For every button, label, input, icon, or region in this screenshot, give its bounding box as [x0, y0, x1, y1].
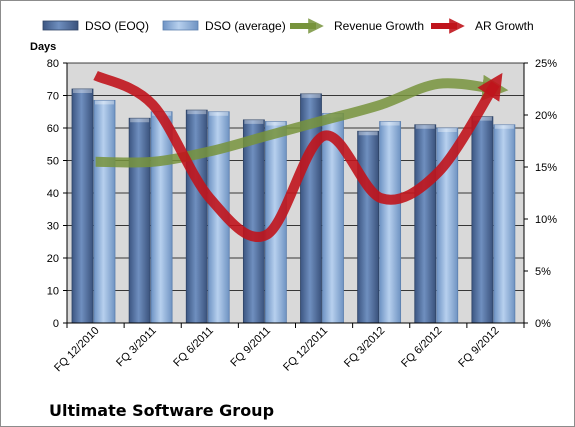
- legend-item: DSO (EOQ): [42, 19, 149, 33]
- y-tick-label: 40: [47, 188, 59, 200]
- bar-dso-average: [93, 99, 116, 324]
- bar-dso-average: [493, 124, 516, 324]
- bar-dso-average: [379, 121, 402, 324]
- bar-dso-eoq: [242, 119, 265, 324]
- bar-dso-eoq: [414, 124, 437, 324]
- y-tick-label: 50: [47, 156, 59, 168]
- legend: DSO (EOQ) DSO (average) Revenue Growth AR G…: [42, 18, 534, 34]
- legend-item: DSO (average): [162, 19, 286, 33]
- bar-dso-eoq: [471, 116, 494, 324]
- chart-title: Ultimate Software Group: [49, 401, 274, 420]
- y-tick-label: 80: [47, 58, 59, 70]
- x-tick-label: FQ 3/2011: [114, 325, 159, 370]
- y-tick-label: 70: [47, 91, 59, 103]
- bar-dso-eoq: [71, 88, 94, 324]
- ar-growth-line: [93, 70, 503, 242]
- bar-dso-eoq: [185, 109, 208, 324]
- bar-dso-eoq: [128, 117, 151, 324]
- y-tick-label: 30: [47, 221, 59, 233]
- legend-item: AR Growth: [431, 18, 534, 34]
- legend-label: AR Growth: [475, 19, 534, 33]
- y2-tick-label: 5%: [535, 266, 551, 278]
- x-tick-label: FQ 6/2011: [171, 325, 216, 370]
- revenue-growth-line: [95, 74, 509, 168]
- y2-tick-label: 10%: [535, 214, 557, 226]
- y-tick-label: 60: [47, 123, 59, 135]
- legend-label: DSO (average): [205, 19, 286, 33]
- y-tick-label: 10: [47, 286, 59, 298]
- bar-dso-eoq: [357, 130, 380, 324]
- y2-tick-label: 20%: [535, 110, 557, 122]
- x-tick-label: FQ 9/2012: [456, 325, 501, 370]
- y2-tick-label: 0%: [535, 318, 551, 330]
- bar-dso-average: [150, 111, 173, 324]
- y-axis-title: Days: [30, 41, 56, 53]
- x-tick-label: FQ 12/2010: [52, 325, 102, 375]
- legend-label: DSO (EOQ): [85, 19, 149, 33]
- legend-swatch: [42, 20, 79, 31]
- y2-tick-label: 15%: [535, 162, 557, 174]
- x-tick-label: FQ 6/2012: [399, 325, 444, 370]
- lines: [93, 70, 509, 242]
- y2-tick-label: 25%: [535, 58, 557, 70]
- legend-item: Revenue Growth: [290, 18, 424, 34]
- y-tick-label: 0: [53, 318, 59, 330]
- legend-label: Revenue Growth: [334, 19, 424, 33]
- x-tick-label: FQ 3/2012: [342, 325, 387, 370]
- x-tick-label: FQ 9/2011: [228, 325, 273, 370]
- legend-swatch: [162, 20, 199, 31]
- y-tick-label: 20: [47, 253, 59, 265]
- x-tick-label: FQ 12/2011: [281, 325, 330, 374]
